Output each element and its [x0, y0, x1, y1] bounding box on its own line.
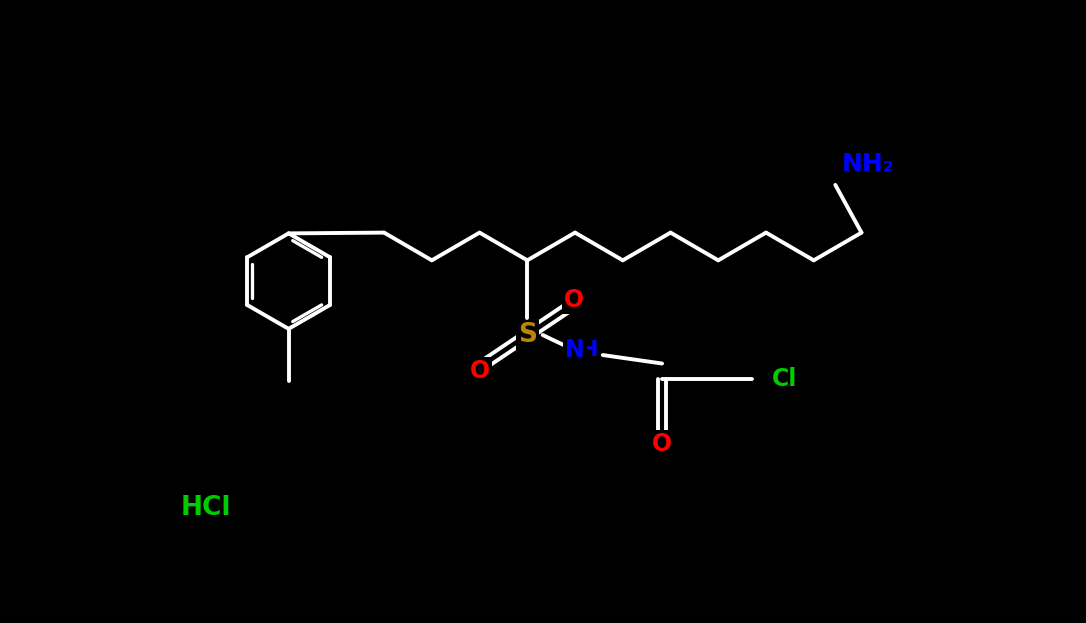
Text: S: S — [518, 322, 536, 348]
Text: O: O — [564, 288, 583, 312]
Text: HCl: HCl — [180, 495, 231, 521]
Text: H: H — [580, 340, 598, 361]
Text: Cl: Cl — [772, 367, 797, 391]
Text: NH₂: NH₂ — [842, 151, 894, 176]
Text: N: N — [565, 338, 585, 361]
Text: O: O — [469, 359, 490, 383]
Text: O: O — [652, 432, 672, 455]
